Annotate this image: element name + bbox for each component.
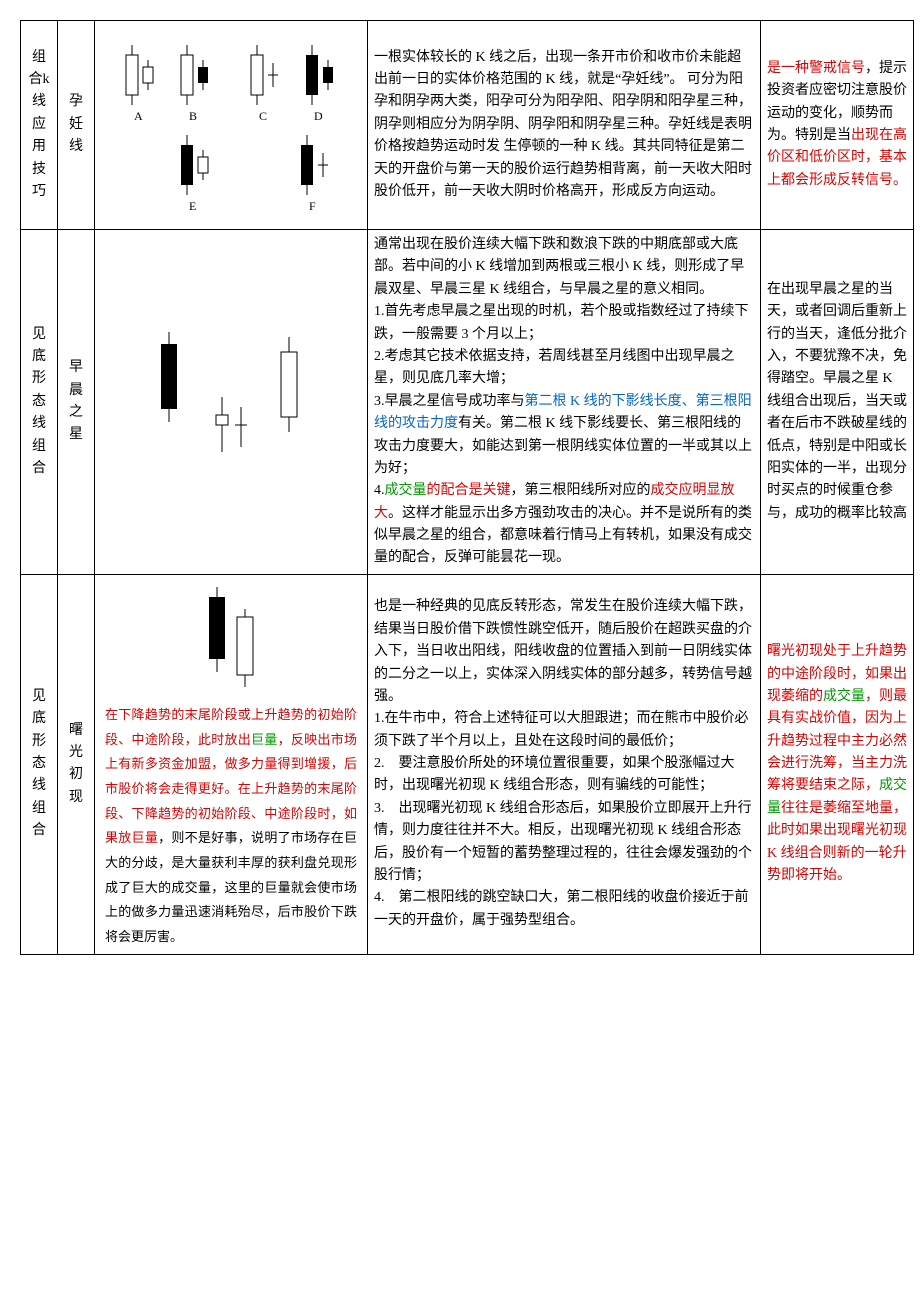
desc-item-1: 1.在牛市中，符合上述特征可以大胆跟进；而在熊市中股价必须下跌了半个月以上，且处… (374, 708, 754, 753)
desc-text: 一根实体较长的 K 线之后，出现一条开市价和收市价未能超出前一日的实体价格范围的… (374, 50, 752, 199)
desc-item-1: 1.首先考虑早晨之星出现的时机，若个股或指数经过了持续下跌，一般需要 3 个月以… (374, 301, 754, 346)
table-row: 见底形态线组合 早晨之星 (21, 230, 914, 575)
tip-cell: 曙光初现处于上升趋势的中途阶段时，如果出现萎缩的成交量，则最具有实战价值，因为上… (761, 574, 914, 954)
tip-cell: 是一种警戒信号，提示投资者应密切注意股价运动的变化，顺势而为。特别是当出现在高价… (761, 21, 914, 230)
tip-text: 在出现早晨之星的当天，或者回调后重新上行的当天，逢低分批介入，不要犹豫不决，免得… (767, 282, 907, 521)
harami-diagram: A B C (106, 25, 356, 225)
table-row: 组合k线应用技巧 孕妊线 A B (21, 21, 914, 230)
label-e: E (189, 199, 196, 213)
diagram-caption: 在下降趋势的末尾阶段或上升趋势的初始阶段、中途阶段，此时放出巨量，反映出市场上有… (101, 699, 361, 950)
diagram-cell: 在下降趋势的末尾阶段或上升趋势的初始阶段、中途阶段，此时放出巨量，反映出市场上有… (95, 574, 368, 954)
label-a: A (134, 109, 143, 123)
desc-item-4: 4. 第二根阳线的跳空缺口大，第二根阳线的收盘价接近于前一天的开盘价，属于强势型… (374, 887, 754, 932)
label-c: C (259, 109, 267, 123)
label-f: F (309, 199, 316, 213)
category-cell: 见底形态线组合 (21, 230, 58, 575)
desc-item-2: 2. 要注意股价所处的环境位置很重要，如果个股涨幅过大时，出现曙光初现 K 线组… (374, 753, 754, 798)
diagram-cell (95, 230, 368, 575)
category-cell: 见底形态线组合 (21, 574, 58, 954)
desc-item-2: 2.考虑其它技术依据支持，若周线甚至月线图中出现早晨之星，则见底几率大增； (374, 346, 754, 391)
desc-item-3: 3. 出现曙光初现 K 线组合形态后，如果股价立即展开上升行情，则力度往往并不大… (374, 798, 754, 888)
morning-star-diagram (106, 312, 356, 492)
desc-item-4: 4.成交量的配合是关键，第三根阳线所对应的成交应明显放大。这样才能显示出多方强劲… (374, 480, 754, 570)
description-cell: 通常出现在股价连续大幅下跌和数浪下跌的中期底部或大底部。若中间的小 K 线增加到… (368, 230, 761, 575)
description-cell: 也是一种经典的见底反转形态，常发生在股价连续大幅下跌，结果当日股价借下跌惯性跳空… (368, 574, 761, 954)
label-b: B (189, 109, 197, 123)
category-cell: 组合k线应用技巧 (21, 21, 58, 230)
tip-warn: 是一种警戒信号 (767, 61, 865, 76)
desc-item-3: 3.早晨之星信号成功率与第二根 K 线的下影线长度、第三根阳线的攻击力度有关。第… (374, 391, 754, 481)
desc-intro: 通常出现在股价连续大幅下跌和数浪下跌的中期底部或大底部。若中间的小 K 线增加到… (374, 234, 754, 301)
pattern-name-cell: 曙光初现 (58, 574, 95, 954)
pattern-name-cell: 孕妊线 (58, 21, 95, 230)
tip-cell: 在出现早晨之星的当天，或者回调后重新上行的当天，逢低分批介入，不要犹豫不决，免得… (761, 230, 914, 575)
k-line-patterns-table: 组合k线应用技巧 孕妊线 A B (20, 20, 914, 955)
label-d: D (314, 109, 323, 123)
desc-intro: 也是一种经典的见底反转形态，常发生在股价连续大幅下跌，结果当日股价借下跌惯性跳空… (374, 596, 754, 708)
description-cell: 一根实体较长的 K 线之后，出现一条开市价和收市价未能超出前一日的实体价格范围的… (368, 21, 761, 230)
table-row: 见底形态线组合 曙光初现 在下降趋势的末尾阶段或上升趋势的初始阶段、中途阶段，此… (21, 574, 914, 954)
diagram-cell: A B C (95, 21, 368, 230)
piercing-line-diagram (171, 579, 291, 699)
pattern-name-cell: 早晨之星 (58, 230, 95, 575)
